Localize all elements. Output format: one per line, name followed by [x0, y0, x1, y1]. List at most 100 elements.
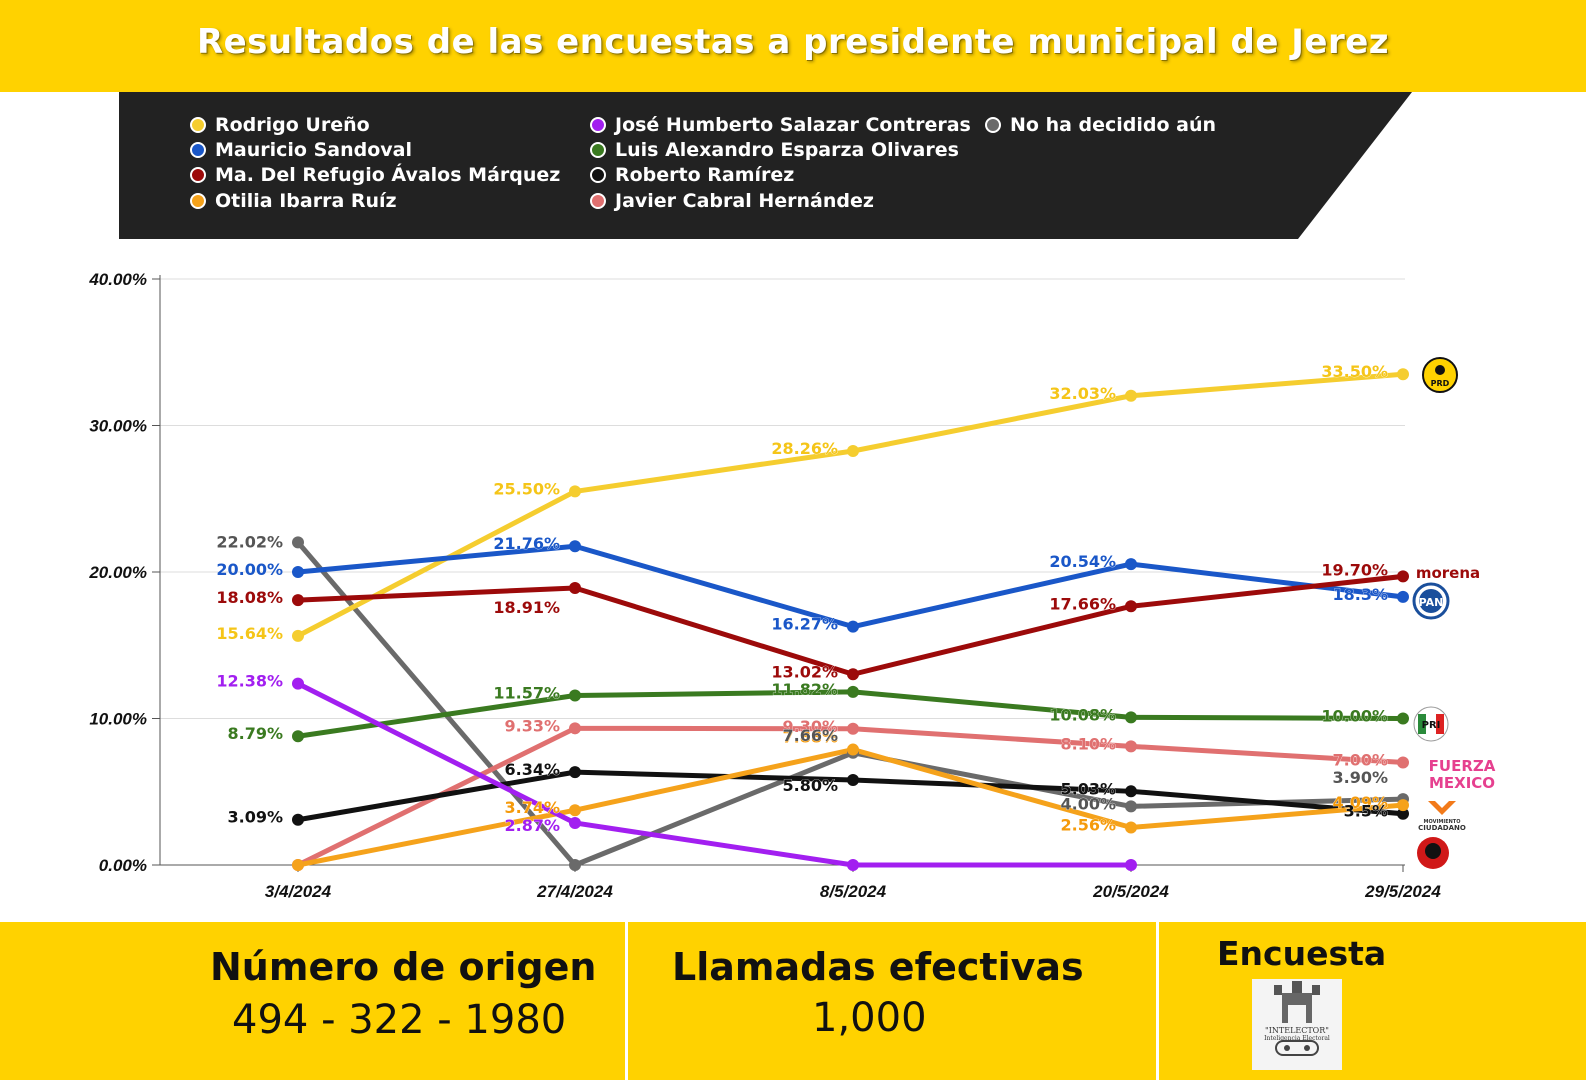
- data-point: [1397, 756, 1409, 769]
- legend-label: Rodrigo Ureño: [215, 114, 370, 136]
- data-label: 28.26%: [771, 439, 838, 458]
- header-bar: [0, 0, 1586, 92]
- data-label: 3.90%: [1332, 768, 1388, 787]
- data-point: [292, 536, 304, 549]
- x-tick-label: 3/4/2024: [265, 882, 332, 901]
- data-label: 25.50%: [493, 479, 560, 498]
- data-label: 8.10%: [1060, 734, 1116, 753]
- legend-marker: [190, 117, 206, 133]
- data-point: [292, 730, 304, 743]
- intelector-logo: "INTELECTOR" Inteligencia Electoral: [1252, 979, 1342, 1070]
- data-point: [569, 581, 581, 594]
- pan-logo-inner-icon: [1419, 589, 1443, 613]
- prd-sun-icon: [1435, 365, 1445, 375]
- data-label: 3.5%: [1344, 802, 1388, 821]
- data-point: [569, 540, 581, 553]
- data-label: 18.91%: [493, 598, 560, 617]
- data-label: 7.88%: [782, 728, 838, 747]
- pri-green-band: [1418, 714, 1426, 734]
- data-label: 22.02%: [216, 532, 283, 551]
- data-point: [1125, 800, 1137, 813]
- legend-label: Mauricio Sandoval: [215, 139, 412, 161]
- line-chart: 0.00% 10.00% 20.00% 30.00% 40.00% 3/4/2024 27/…: [88, 270, 1496, 901]
- legend-entry: Mauricio Sandoval: [190, 139, 412, 161]
- legend-label: Javier Cabral Hernández: [615, 190, 874, 212]
- legend-entry: No ha decidido aún: [985, 114, 1216, 136]
- data-point: [847, 722, 859, 735]
- legend-marker: [985, 117, 1001, 133]
- data-label: 17.66%: [1049, 594, 1116, 613]
- y-tick-label: 20.00%: [88, 563, 147, 582]
- pri-logo-text: PRI: [1422, 720, 1441, 731]
- data-label: 5.03%: [1060, 779, 1116, 798]
- movimiento-ciudadano-bottom: CIUDADANO: [1418, 824, 1466, 832]
- data-point: [847, 444, 859, 457]
- data-label: 19.70%: [1321, 560, 1388, 579]
- pri-red-band: [1436, 714, 1444, 734]
- x-tick-label: 8/5/2024: [820, 882, 887, 901]
- legend-marker: [190, 142, 206, 158]
- data-label: 9.30%: [782, 717, 838, 736]
- x-tick-label: 20/5/2024: [1092, 882, 1169, 901]
- data-point: [292, 566, 304, 578]
- data-point: [847, 743, 859, 756]
- data-point: [292, 594, 304, 607]
- legend-marker: [590, 193, 606, 209]
- data-label: 4.00%: [1060, 794, 1116, 813]
- legend-panel: [119, 92, 1412, 239]
- data-point: [569, 766, 581, 779]
- chart-points: [292, 368, 1409, 871]
- data-point: [1125, 389, 1137, 402]
- data-label: 3.74%: [504, 798, 560, 817]
- footer-separator: [625, 922, 628, 1080]
- data-point: [292, 677, 304, 690]
- legend-marker: [190, 167, 206, 183]
- data-point: [1397, 807, 1409, 820]
- legend-entry: Rodrigo Ureño: [190, 114, 370, 136]
- chart-data-labels: 15.64% 25.50% 28.26% 32.03% 33.50% 20.00% 21.7…: [216, 362, 1388, 835]
- legend-label: Roberto Ramírez: [615, 164, 795, 186]
- data-label: 33.50%: [1321, 362, 1388, 381]
- data-point: [847, 859, 859, 871]
- data-label: 16.27%: [771, 615, 838, 634]
- data-label: 11.57%: [493, 683, 560, 702]
- data-label: 18.3%: [1332, 585, 1388, 604]
- legend-label: Luis Alexandro Esparza Olivares: [615, 139, 959, 161]
- llamadas-value: 1,000: [812, 995, 927, 1041]
- data-point: [569, 689, 581, 702]
- legend-marker: [590, 167, 606, 183]
- data-label: 7.00%: [1332, 750, 1388, 769]
- legend-label: José Humberto Salazar Contreras: [615, 114, 971, 136]
- prd-logo-text: PRD: [1431, 379, 1450, 388]
- data-label: 32.03%: [1049, 384, 1116, 403]
- data-point: [847, 620, 859, 633]
- legend-entry: Roberto Ramírez: [590, 164, 794, 186]
- fuerza-mexico-top: FUERZA: [1429, 757, 1496, 775]
- legend-entry: José Humberto Salazar Contreras: [590, 114, 971, 136]
- series-line: [295, 681, 1134, 868]
- llamadas-title: Llamadas efectivas: [672, 945, 1084, 989]
- morena-logo: morena: [1416, 564, 1480, 582]
- data-point: [292, 859, 304, 871]
- data-label: 7.66%: [782, 726, 838, 745]
- y-tick-label: 30.00%: [89, 417, 147, 436]
- y-tick-label: 40.00%: [88, 270, 147, 289]
- data-point: [292, 813, 304, 826]
- origen-value: 494 - 322 - 1980: [232, 997, 567, 1043]
- y-tick-label: 10.00%: [89, 710, 147, 729]
- data-point: [1125, 859, 1137, 871]
- legend-label: Otilia Ibarra Ruíz: [215, 190, 397, 212]
- data-point: [1125, 740, 1137, 753]
- data-point: [847, 668, 859, 681]
- data-point: [292, 629, 304, 642]
- fuerza-mexico-bottom: MEXICO: [1429, 774, 1495, 792]
- legend-entry: Luis Alexandro Esparza Olivares: [590, 139, 959, 161]
- legend-entry: Javier Cabral Hernández: [590, 190, 874, 212]
- data-point: [569, 816, 581, 829]
- data-label: 20.00%: [216, 560, 283, 579]
- legend-entry: Otilia Ibarra Ruíz: [190, 190, 397, 212]
- data-point: [1125, 785, 1137, 798]
- intelector-name: "INTELECTOR": [1265, 1026, 1329, 1035]
- legend-background: [119, 92, 1412, 239]
